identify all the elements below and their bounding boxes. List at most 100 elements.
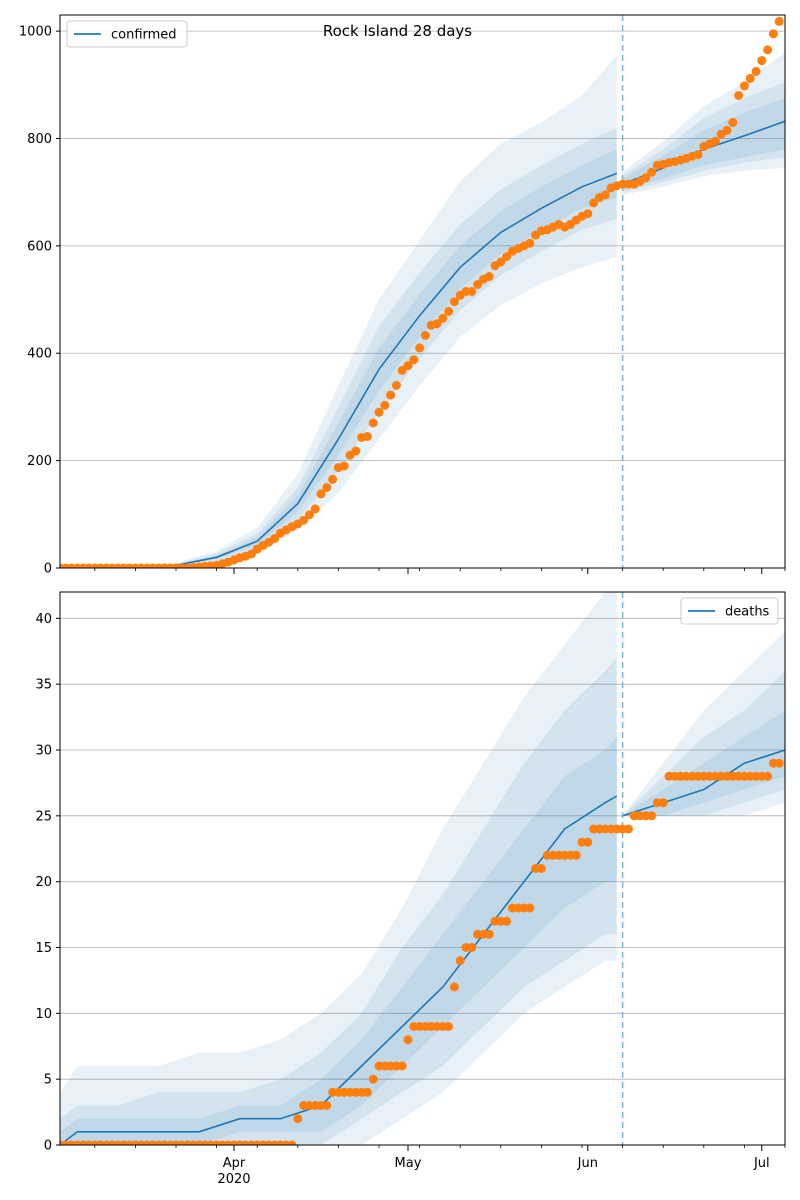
observed-point — [403, 361, 413, 371]
y-tick-label: 0 — [44, 1139, 52, 1154]
observed-point — [734, 91, 744, 100]
observed-point — [432, 319, 442, 329]
observed-point — [484, 929, 494, 939]
observed-point — [751, 66, 761, 76]
confirmed-panel: 0 200 400 600 800 1000 Rock Island 28 days conf… — [19, 14, 786, 577]
observed-point — [583, 209, 593, 219]
observed-point — [403, 1035, 413, 1045]
observed-point — [641, 173, 651, 183]
y-tick-label: 600 — [27, 239, 52, 254]
fit-band-inner — [60, 736, 617, 1145]
fit-band-middle — [60, 657, 617, 1145]
observed-point — [322, 1101, 332, 1110]
plot-area — [60, 592, 785, 1145]
legend-label: deaths — [725, 605, 770, 620]
observed-point — [380, 400, 390, 410]
observed-point — [420, 331, 430, 340]
observed-point — [322, 483, 332, 492]
observed-point — [455, 956, 465, 966]
observed-point — [287, 1140, 297, 1145]
observed-point — [299, 515, 309, 525]
observed-point — [583, 837, 593, 847]
y-tick-label: 30 — [35, 744, 52, 759]
observed-point — [774, 16, 784, 26]
observed-point — [536, 864, 546, 873]
x-tick-label: May — [395, 1156, 422, 1171]
observed-point — [647, 811, 657, 821]
observed-point — [362, 1087, 372, 1097]
observed-point — [774, 758, 784, 768]
observed-point — [693, 150, 703, 160]
forecast-band-outer — [622, 631, 785, 816]
observed-point — [397, 1061, 407, 1071]
forecast-band-inner — [622, 710, 785, 816]
y-tick-label: 20 — [35, 875, 52, 890]
y-tick-label: 25 — [35, 809, 52, 824]
observed-point — [293, 1114, 303, 1124]
observed-point — [502, 916, 512, 926]
observed-point — [391, 381, 401, 390]
observed-point — [623, 824, 633, 834]
observed-point — [467, 943, 477, 952]
axes-frame — [59, 591, 786, 1146]
observed-point — [339, 461, 349, 471]
observed-point — [525, 903, 535, 913]
observed-point — [728, 117, 738, 127]
observed-point — [310, 504, 320, 514]
observed-point — [467, 287, 477, 296]
observed-point — [658, 798, 668, 808]
y-tick-label: 200 — [27, 454, 52, 469]
x-tick-label: Apr — [223, 1156, 246, 1171]
observed-point — [647, 167, 657, 177]
observed-point — [415, 343, 425, 353]
fit-band-outer — [60, 55, 617, 568]
y-tick-label: 1000 — [19, 25, 52, 40]
observed-point — [525, 238, 535, 248]
observed-point — [600, 190, 610, 200]
legend: confirmed — [66, 20, 188, 48]
observed-point — [449, 982, 459, 992]
y-tick-label: 5 — [44, 1073, 52, 1088]
x-tick-sublabel: 2020 — [217, 1172, 250, 1187]
observed-point — [328, 474, 338, 484]
y-tick-label: 0 — [44, 562, 52, 577]
observed-point — [571, 850, 581, 860]
observed-point — [745, 73, 755, 83]
fit-band-middle — [60, 127, 617, 568]
forecast-line — [622, 749, 785, 817]
observed-point — [351, 446, 361, 456]
observed-point — [304, 510, 314, 520]
x-tick-label: Jul — [753, 1156, 770, 1171]
y-tick-label: 400 — [27, 347, 52, 362]
observed-point — [502, 252, 512, 262]
observed-point — [763, 45, 773, 55]
observed-point — [710, 136, 720, 146]
fit-band-inner — [60, 149, 617, 568]
x-tick-label: Jun — [577, 1156, 598, 1171]
observed-point — [368, 418, 378, 428]
y-tick-label: 10 — [35, 1007, 52, 1022]
legend-box — [680, 597, 779, 625]
observed-point — [438, 313, 448, 323]
y-tick-label: 35 — [35, 678, 52, 693]
observed-point — [757, 56, 767, 66]
y-tick-label: 15 — [35, 941, 52, 956]
observed-point — [444, 306, 454, 316]
observed-point — [316, 489, 326, 499]
observed-point — [386, 390, 396, 400]
observed-point — [763, 771, 773, 781]
legend: deaths — [680, 597, 779, 625]
observed-point — [722, 125, 732, 135]
observed-point — [739, 81, 749, 91]
observed-point — [444, 1022, 454, 1031]
observed-point — [484, 272, 494, 281]
fit-band-outer — [60, 592, 617, 1145]
observed-point — [368, 1074, 378, 1084]
chart-title: Rock Island 28 days — [323, 22, 472, 40]
y-tick-label: 800 — [27, 132, 52, 147]
observed-point — [496, 257, 506, 267]
observed-point — [374, 407, 384, 417]
legend-label: confirmed — [111, 28, 177, 43]
